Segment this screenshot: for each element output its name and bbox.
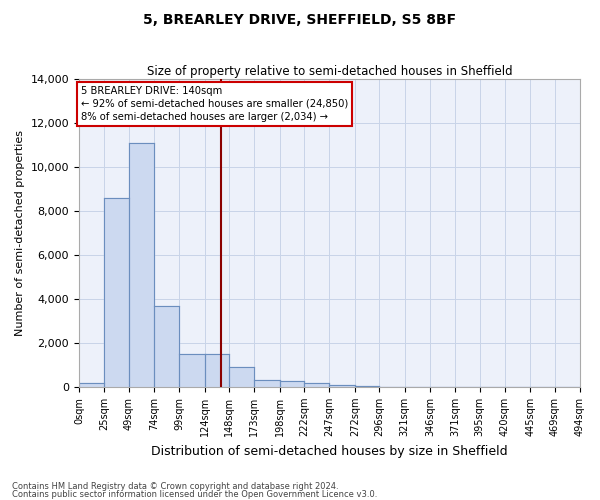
Title: Size of property relative to semi-detached houses in Sheffield: Size of property relative to semi-detach…	[146, 65, 512, 78]
Text: 5 BREARLEY DRIVE: 140sqm
← 92% of semi-detached houses are smaller (24,850)
8% o: 5 BREARLEY DRIVE: 140sqm ← 92% of semi-d…	[81, 86, 348, 122]
Text: Contains public sector information licensed under the Open Government Licence v3: Contains public sector information licen…	[12, 490, 377, 499]
X-axis label: Distribution of semi-detached houses by size in Sheffield: Distribution of semi-detached houses by …	[151, 444, 508, 458]
Text: 5, BREARLEY DRIVE, SHEFFIELD, S5 8BF: 5, BREARLEY DRIVE, SHEFFIELD, S5 8BF	[143, 12, 457, 26]
Text: Contains HM Land Registry data © Crown copyright and database right 2024.: Contains HM Land Registry data © Crown c…	[12, 482, 338, 491]
Y-axis label: Number of semi-detached properties: Number of semi-detached properties	[15, 130, 25, 336]
